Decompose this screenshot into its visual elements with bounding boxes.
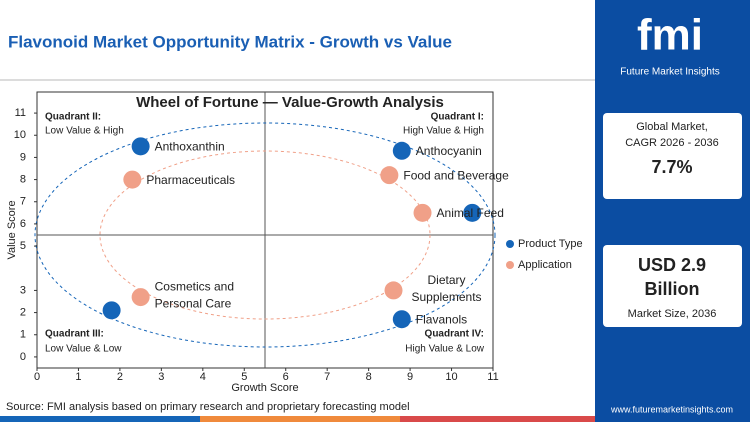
brand-name: Future Market Insights: [620, 67, 719, 78]
x-tick-label: 4: [200, 371, 206, 383]
point: [384, 281, 403, 300]
y-axis-label: Value Score: [6, 200, 18, 259]
y-tick-label: 9: [20, 151, 26, 163]
quadrant-subtitle: High Value & Low: [405, 344, 485, 355]
size-value: Billion: [645, 279, 700, 299]
sidebar: [595, 0, 750, 422]
point: [102, 301, 121, 320]
y-tick-label: 11: [15, 107, 26, 119]
x-tick-label: 11: [487, 371, 498, 383]
size-card: [603, 245, 742, 327]
accent-strip: [200, 416, 400, 422]
point: [380, 166, 399, 185]
point-label: Animal Feed: [437, 206, 504, 220]
x-tick-label: 1: [75, 371, 81, 383]
page-title: Flavonoid Market Opportunity Matrix - Gr…: [8, 32, 452, 51]
y-tick-label: 6: [20, 218, 26, 230]
product-ellipse: [34, 122, 496, 348]
accent-strip: [0, 416, 200, 422]
application-ellipse: [99, 150, 431, 320]
quadrant-subtitle: Low Value & Low: [45, 344, 122, 355]
y-tick-label: 3: [20, 284, 26, 296]
point-label: Pharmaceuticals: [146, 173, 235, 187]
point: [123, 170, 142, 189]
y-tick-label: 10: [14, 129, 26, 141]
point-label: Food and Beverage: [403, 168, 509, 182]
website: www.futuremarketinsights.com: [610, 404, 733, 414]
x-tick-label: 6: [283, 371, 289, 383]
x-tick-label: 10: [445, 371, 457, 383]
y-tick-label: 8: [20, 173, 26, 185]
point-label: Flavanols: [416, 312, 467, 326]
x-tick-label: 5: [241, 371, 247, 383]
x-tick-label: 9: [407, 371, 413, 383]
legend-marker: [506, 240, 514, 248]
point-label: Personal Care: [155, 297, 232, 311]
point: [413, 203, 432, 222]
legend-marker: [506, 261, 514, 269]
point-label: Dietary: [428, 273, 466, 287]
y-tick-label: 0: [20, 351, 26, 363]
cagr-value: 7.7%: [651, 157, 692, 177]
x-tick-label: 0: [34, 371, 40, 383]
quadrant-title: Quadrant I:: [431, 112, 484, 123]
x-tick-label: 3: [158, 371, 164, 383]
size-value: USD 2.9: [638, 255, 706, 275]
quadrant-title: Quadrant IV:: [425, 329, 484, 340]
cagr-label: Global Market,: [636, 121, 708, 133]
x-tick-label: 7: [324, 371, 330, 383]
size-label: Market Size, 2036: [628, 308, 717, 320]
point: [463, 203, 482, 222]
cagr-label: CAGR 2026 - 2036: [625, 137, 719, 149]
legend-label: Application: [518, 259, 572, 271]
y-tick-label: 5: [20, 240, 26, 252]
point-label: Anthocyanin: [416, 144, 482, 158]
point-label: Supplements: [411, 290, 481, 304]
point-label: Cosmetics and: [155, 280, 234, 294]
point-label: Anthoxanthin: [155, 140, 225, 154]
brand-logo: fmi: [637, 11, 703, 60]
quadrant-title: Quadrant III:: [45, 329, 104, 340]
point: [131, 288, 150, 307]
quadrant-title: Quadrant II:: [45, 112, 101, 123]
accent-strip: [400, 416, 595, 422]
chart-title: Wheel of Fortune — Value-Growth Analysis: [136, 94, 444, 111]
y-tick-label: 2: [20, 306, 26, 318]
x-tick-label: 8: [366, 371, 372, 383]
point: [131, 137, 150, 156]
point: [392, 141, 411, 160]
legend-label: Product Type: [518, 238, 583, 250]
y-tick-label: 7: [20, 196, 26, 208]
source-note: Source: FMI analysis based on primary re…: [6, 401, 410, 413]
quadrant-subtitle: Low Value & High: [45, 126, 124, 137]
x-tick-label: 2: [117, 371, 123, 383]
cagr-card: [603, 113, 742, 199]
point: [392, 310, 411, 329]
quadrant-subtitle: High Value & High: [403, 126, 484, 137]
x-axis-label: Growth Score: [231, 382, 298, 394]
y-tick-label: 1: [20, 329, 26, 341]
